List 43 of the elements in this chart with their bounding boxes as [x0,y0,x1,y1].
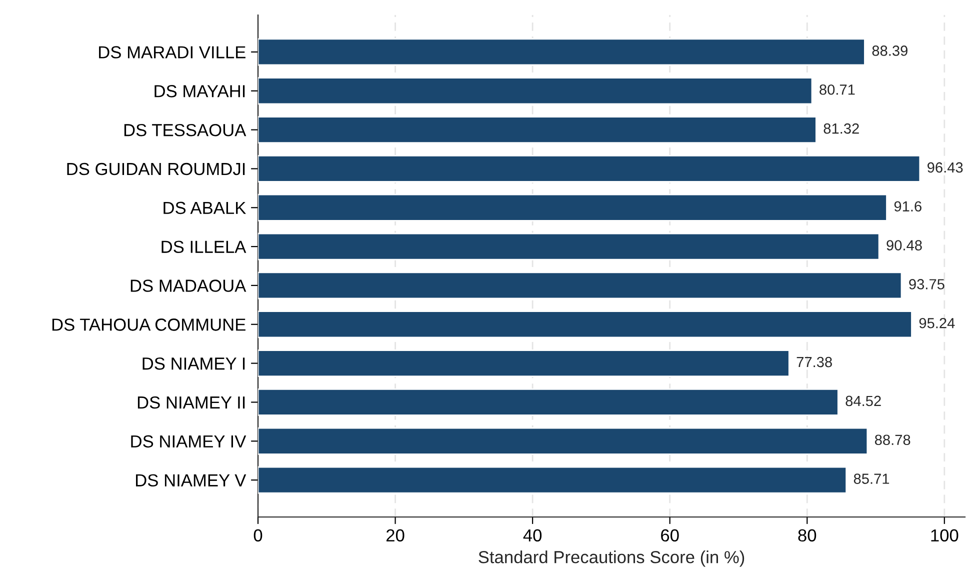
x-tick-label: 60 [661,529,679,542]
data-label: 88.39 [872,46,908,56]
y-tick-label: DS MADAOUA [130,280,246,292]
bar [258,194,888,222]
bar [258,38,866,66]
y-tick-label: DS MARADI VILLE [99,46,246,58]
x-tick-label: 0 [254,529,262,542]
y-tick-label: DS NIAMEY II [138,396,245,409]
data-label: 81.32 [824,123,859,134]
data-label: 91.6 [894,201,922,212]
data-label: 77.38 [796,356,832,368]
bar [258,350,790,378]
y-tick-label: DS ILLELA [162,240,246,254]
data-label: 95.24 [919,318,955,328]
bar [258,466,848,494]
data-label: 88.78 [874,434,910,446]
x-tick-label: 100 [931,529,958,542]
bar [258,116,817,144]
bar [258,77,813,105]
y-tick-label: DS TESSAOUA [124,124,246,136]
data-label: 93.75 [909,279,944,290]
data-label: 90.48 [886,240,922,250]
bar [258,154,921,182]
data-label: 96.43 [928,162,963,173]
bar [258,388,839,416]
y-tick-label: DS NIAMEY IV [131,435,246,448]
x-tick-label: 80 [798,529,816,542]
x-tick-label: 20 [386,529,404,542]
bar [258,427,868,455]
bar [258,232,880,260]
x-tick-label: 40 [523,529,542,542]
y-tick-label: DS ABALK [164,202,246,214]
y-tick-label: DS NIAMEY V [136,474,246,486]
y-tick-label: DS TAHOUA COMMUNE [52,318,246,331]
x-axis-title: Standard Precautions Score (in %) [478,550,744,567]
bar [258,272,902,300]
y-tick-label: DS MAYAHI [154,85,245,98]
data-label: 85.71 [854,474,890,484]
bar [258,310,912,338]
y-tick-label: DS GUIDAN ROUMDJI [67,162,245,176]
data-label: 80.71 [820,84,855,95]
data-label: 84.52 [846,396,881,406]
y-tick-label: DS NIAMEY I [142,357,245,370]
